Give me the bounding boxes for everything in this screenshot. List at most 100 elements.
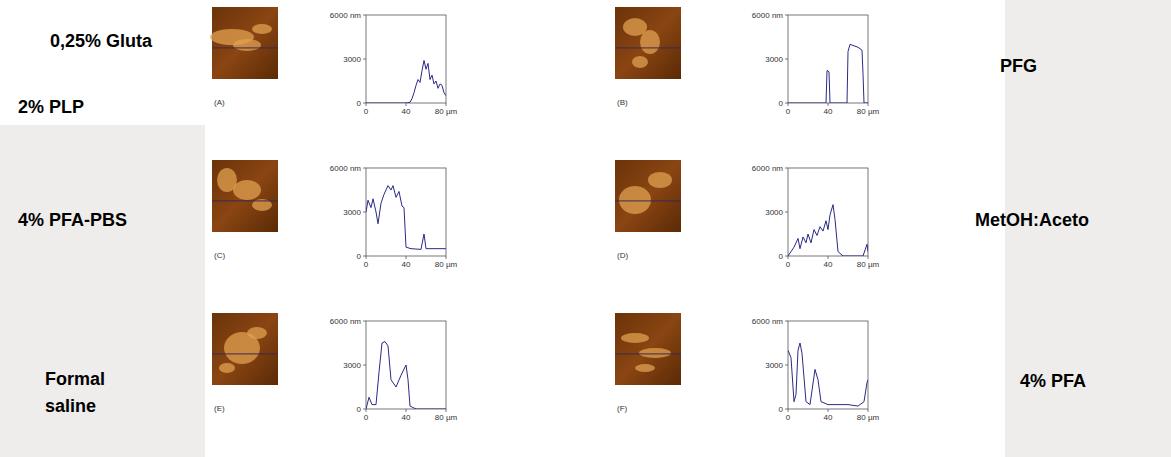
afm-image: [210, 7, 278, 79]
x-tick-label: 40: [402, 260, 411, 269]
y-tick: [785, 321, 788, 322]
afm-image-ground: [615, 313, 681, 385]
afm-feature: [219, 363, 235, 373]
profile-line: [212, 47, 278, 48]
profile-line: [615, 47, 681, 48]
x-tick: [788, 103, 789, 106]
panel: (A)030006000 nm04080 µm: [210, 7, 458, 116]
y-tick-label: 6000 nm: [330, 11, 361, 20]
x-tick: [868, 409, 869, 412]
x-tick: [788, 409, 789, 412]
x-tick-label: 0: [364, 260, 369, 269]
panel-letter: (C): [214, 251, 225, 260]
x-tick: [828, 409, 829, 412]
x-tick-label: 0: [364, 413, 369, 422]
y-tick-label: 3000: [343, 361, 361, 370]
afm-feature: [639, 348, 671, 358]
y-tick-label: 6000 nm: [752, 164, 783, 173]
afm-feature: [632, 56, 648, 68]
panel-letter: (E): [214, 404, 225, 413]
label-box: [0, 0, 210, 125]
panel-letter: (A): [214, 98, 225, 107]
x-tick: [788, 256, 789, 259]
plot-frame: [788, 168, 868, 256]
y-tick: [785, 212, 788, 213]
plot-frame: [366, 168, 446, 256]
profile-line: [212, 353, 278, 354]
y-tick: [785, 15, 788, 16]
afm-feature: [619, 186, 651, 214]
plot-frame: [366, 321, 446, 409]
x-tick: [446, 409, 447, 412]
plot-area: [788, 44, 868, 103]
plot-area: [366, 342, 446, 409]
profile-line: [615, 353, 681, 354]
panel: (C)030006000 nm04080 µm: [212, 160, 458, 269]
fixative-label: 2% PLP: [18, 97, 84, 117]
y-tick: [363, 168, 366, 169]
profile: [366, 186, 446, 250]
y-tick-label: 0: [357, 405, 362, 414]
figure: (A)030006000 nm04080 µm0,25% Gluta2% PLP…: [0, 0, 1171, 457]
profile-line: [212, 200, 278, 201]
profile: [788, 343, 868, 406]
panel-letter: (F): [617, 404, 628, 413]
profile: [788, 205, 868, 256]
fixative-label: 4% PFA: [1020, 371, 1086, 391]
y-tick: [363, 256, 366, 257]
y-tick: [363, 15, 366, 16]
figure-ground: [205, 0, 1005, 457]
y-tick-label: 3000: [343, 55, 361, 64]
y-tick-label: 0: [357, 99, 362, 108]
afm-feature: [635, 364, 655, 372]
afm-image-ground: [212, 160, 278, 232]
profile: [366, 60, 446, 103]
afm-feature: [648, 172, 672, 188]
y-tick-label: 6000 nm: [330, 164, 361, 173]
x-tick: [366, 103, 367, 106]
plot-area: [366, 60, 446, 103]
x-tick-label: 40: [824, 413, 833, 422]
x-tick: [828, 103, 829, 106]
x-tick-label: 0: [786, 107, 791, 116]
x-tick-label: 0: [786, 260, 791, 269]
panel: (D) 0 3000 6000 nm 0 40 80 µm: [615, 160, 880, 269]
y-tick-label: 0: [357, 252, 362, 261]
plot-frame: [366, 15, 446, 103]
panel: (F)030006000 nm04080 µm: [615, 313, 880, 422]
y-tick-label: 3000: [765, 55, 783, 64]
y-tick: [363, 365, 366, 366]
y-tick-label: 6000 nm: [752, 11, 783, 20]
y-tick: [363, 321, 366, 322]
x-tick-label: 80 µm: [435, 413, 458, 422]
y-tick-label: 6000 nm: [330, 317, 361, 326]
afm-image-ground: [212, 313, 278, 385]
fixative-label: Formalsaline: [45, 369, 105, 416]
panel-letter: (D): [617, 251, 628, 260]
x-tick: [828, 256, 829, 259]
x-tick: [406, 256, 407, 259]
y-tick: [785, 365, 788, 366]
afm-image: [212, 160, 278, 232]
x-tick: [406, 409, 407, 412]
afm-feature: [247, 327, 267, 339]
plot-area: [366, 186, 446, 250]
fixative-label: MetOH:Aceto: [975, 210, 1089, 230]
plot-frame: [788, 15, 868, 103]
x-tick-label: 40: [402, 413, 411, 422]
afm-image: [615, 160, 681, 232]
y-tick-label: 3000: [765, 208, 783, 217]
y-tick-label: 0: [779, 252, 784, 261]
afm-image-ground: [615, 160, 681, 232]
afm-feature: [640, 30, 660, 54]
y-tick: [785, 103, 788, 104]
y-tick: [363, 103, 366, 104]
x-tick-label: 40: [824, 260, 833, 269]
y-tick: [363, 212, 366, 213]
x-tick-label: 80 µm: [857, 260, 880, 269]
afm-feature: [233, 39, 261, 51]
panel: (E) 0 3000 6000 nm 0 40 80 µm: [212, 313, 458, 422]
afm-image: [615, 313, 681, 385]
x-tick-label: 40: [402, 107, 411, 116]
x-tick-label: 0: [786, 413, 791, 422]
